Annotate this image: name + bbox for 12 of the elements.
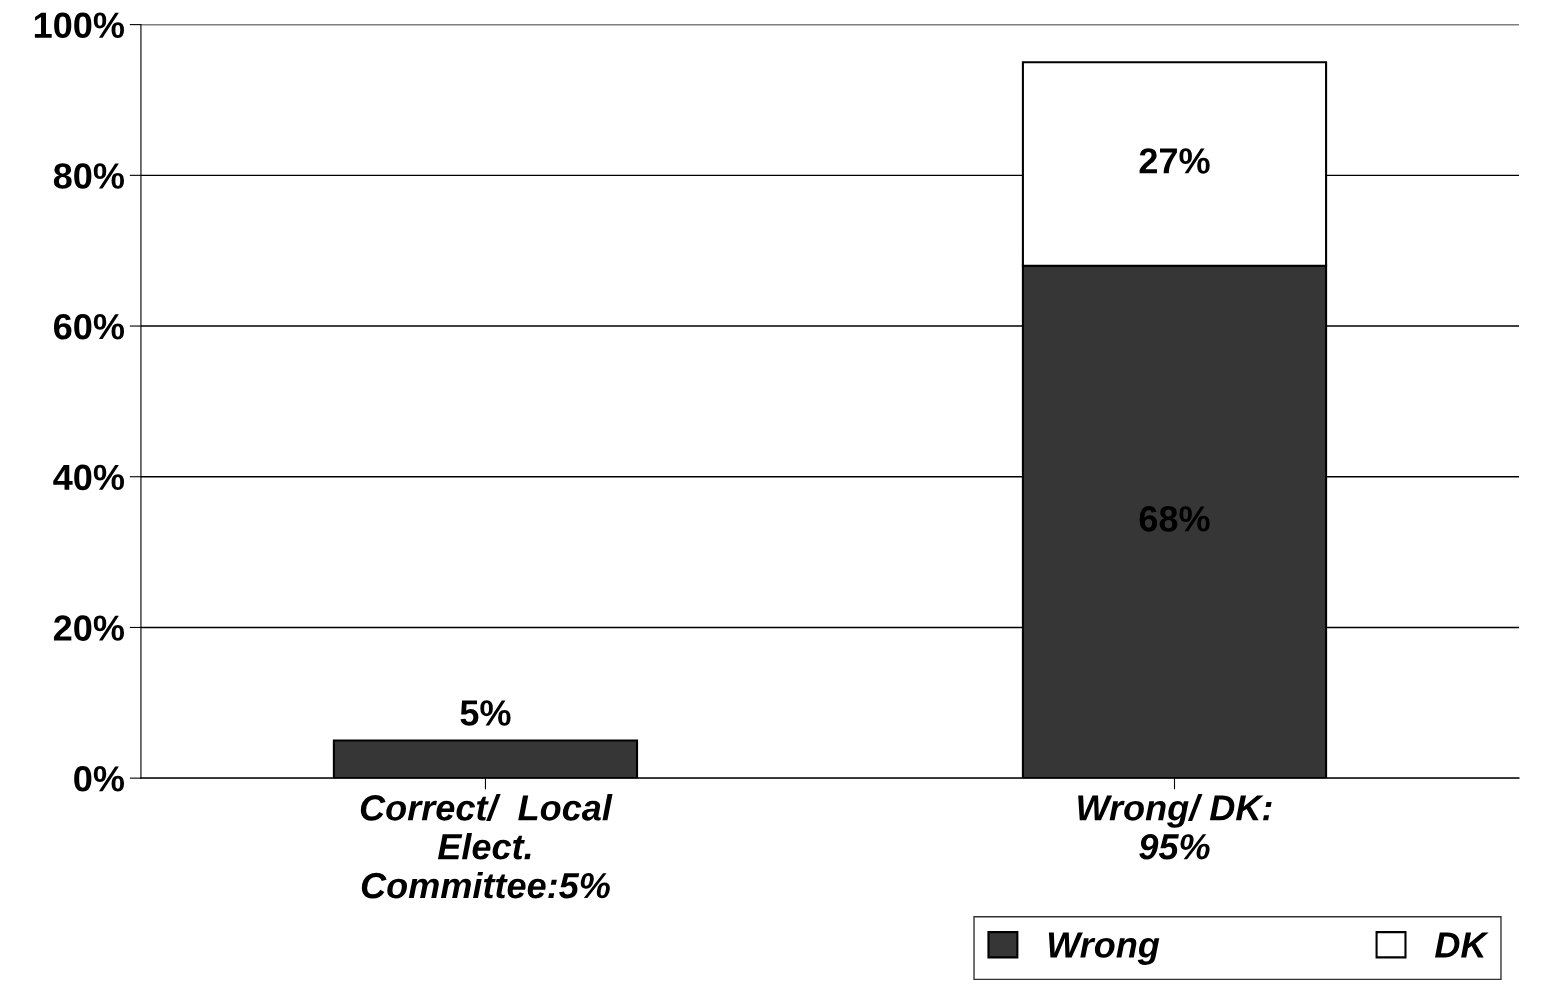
y-tick-label: 100% — [34, 12, 125, 39]
x-tick-label: Wrong/ DK: 95% — [1078, 794, 1272, 860]
x-tick-label: Correct/ Local Elect. Committee:5% — [360, 794, 613, 899]
y-tick-label: 40% — [53, 464, 125, 491]
y-tick-label: 60% — [54, 313, 125, 340]
y-tick-label: 0% — [74, 766, 125, 792]
legend-label: Wrong — [1048, 932, 1160, 965]
legend-label: DK — [1435, 932, 1489, 958]
y-tick-label: 80% — [53, 163, 125, 189]
data-label: 27% — [1139, 148, 1210, 174]
data-label: 5% — [460, 700, 511, 726]
y-tick-label: 20% — [53, 615, 125, 641]
